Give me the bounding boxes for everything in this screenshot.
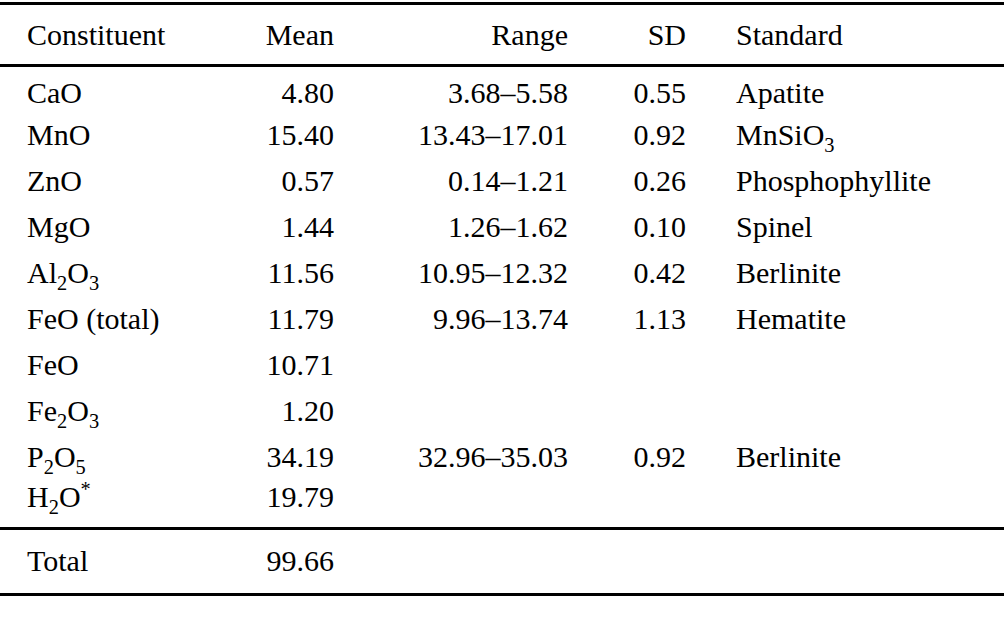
header-row: Constituent Mean Range SD Standard <box>0 4 1004 66</box>
header-sd: SD <box>568 4 686 66</box>
range-cell: 10.95–12.32 <box>334 250 568 296</box>
sd-cell: 0.92 <box>568 112 686 158</box>
sd-cell: 0.10 <box>568 204 686 250</box>
constituent-cell: CaO <box>0 66 240 112</box>
constituent-cell: MnO <box>0 112 240 158</box>
standard-cell: Berlinite <box>686 434 1004 480</box>
header-standard: Standard <box>686 4 1004 66</box>
table-row: H2O* 19.79 <box>0 480 1004 529</box>
document-page: Constituent Mean Range SD Standard CaO 4… <box>0 0 1004 628</box>
sd-cell: 1.13 <box>568 296 686 342</box>
table-header: Constituent Mean Range SD Standard <box>0 4 1004 66</box>
range-cell <box>334 342 568 388</box>
composition-table: Constituent Mean Range SD Standard CaO 4… <box>0 2 1004 596</box>
range-cell: 1.26–1.62 <box>334 204 568 250</box>
header-range: Range <box>334 4 568 66</box>
constituent-cell: FeO (total) <box>0 296 240 342</box>
total-standard-empty <box>686 528 1004 594</box>
range-cell: 32.96–35.03 <box>334 434 568 480</box>
mean-cell: 34.19 <box>240 434 334 480</box>
sd-cell: 0.92 <box>568 434 686 480</box>
sd-cell <box>568 342 686 388</box>
total-range-empty <box>334 528 568 594</box>
table-row: CaO 4.80 3.68–5.58 0.55 Apatite <box>0 66 1004 112</box>
constituent-cell: Fe2O3 <box>0 388 240 434</box>
sd-cell <box>568 388 686 434</box>
range-cell: 9.96–13.74 <box>334 296 568 342</box>
total-sd-empty <box>568 528 686 594</box>
table-row: ZnO 0.57 0.14–1.21 0.26 Phosphophyllite <box>0 158 1004 204</box>
standard-cell: Berlinite <box>686 250 1004 296</box>
sd-cell: 0.55 <box>568 66 686 112</box>
constituent-cell: MgO <box>0 204 240 250</box>
header-constituent: Constituent <box>0 4 240 66</box>
constituent-cell: P2O5 <box>0 434 240 480</box>
mean-cell: 15.40 <box>240 112 334 158</box>
table-body: CaO 4.80 3.68–5.58 0.55 Apatite MnO 15.4… <box>0 66 1004 529</box>
sd-cell: 0.26 <box>568 158 686 204</box>
total-row: Total 99.66 <box>0 528 1004 594</box>
standard-cell <box>686 342 1004 388</box>
sd-cell <box>568 480 686 529</box>
standard-cell: Hematite <box>686 296 1004 342</box>
mean-cell: 0.57 <box>240 158 334 204</box>
constituent-cell: H2O* <box>0 480 240 529</box>
standard-cell: Spinel <box>686 204 1004 250</box>
constituent-cell: FeO <box>0 342 240 388</box>
table-row: FeO (total) 11.79 9.96–13.74 1.13 Hemati… <box>0 296 1004 342</box>
header-mean: Mean <box>240 4 334 66</box>
mean-cell: 11.56 <box>240 250 334 296</box>
range-cell <box>334 480 568 529</box>
mean-cell: 1.20 <box>240 388 334 434</box>
table-row: MnO 15.40 13.43–17.01 0.92 MnSiO3 <box>0 112 1004 158</box>
range-cell <box>334 388 568 434</box>
standard-cell <box>686 480 1004 529</box>
constituent-cell: Al2O3 <box>0 250 240 296</box>
table-row: Al2O3 11.56 10.95–12.32 0.42 Berlinite <box>0 250 1004 296</box>
range-cell: 0.14–1.21 <box>334 158 568 204</box>
table-row: Fe2O3 1.20 <box>0 388 1004 434</box>
total-label: Total <box>0 528 240 594</box>
standard-cell: Phosphophyllite <box>686 158 1004 204</box>
mean-cell: 11.79 <box>240 296 334 342</box>
table-row: FeO 10.71 <box>0 342 1004 388</box>
table-row: P2O5 34.19 32.96–35.03 0.92 Berlinite <box>0 434 1004 480</box>
range-cell: 13.43–17.01 <box>334 112 568 158</box>
range-cell: 3.68–5.58 <box>334 66 568 112</box>
table-footer: Total 99.66 <box>0 528 1004 594</box>
mean-cell: 4.80 <box>240 66 334 112</box>
total-mean: 99.66 <box>240 528 334 594</box>
standard-cell: Apatite <box>686 66 1004 112</box>
mean-cell: 1.44 <box>240 204 334 250</box>
standard-cell <box>686 388 1004 434</box>
constituent-cell: ZnO <box>0 158 240 204</box>
mean-cell: 10.71 <box>240 342 334 388</box>
standard-cell: MnSiO3 <box>686 112 1004 158</box>
sd-cell: 0.42 <box>568 250 686 296</box>
table-row: MgO 1.44 1.26–1.62 0.10 Spinel <box>0 204 1004 250</box>
mean-cell: 19.79 <box>240 480 334 529</box>
